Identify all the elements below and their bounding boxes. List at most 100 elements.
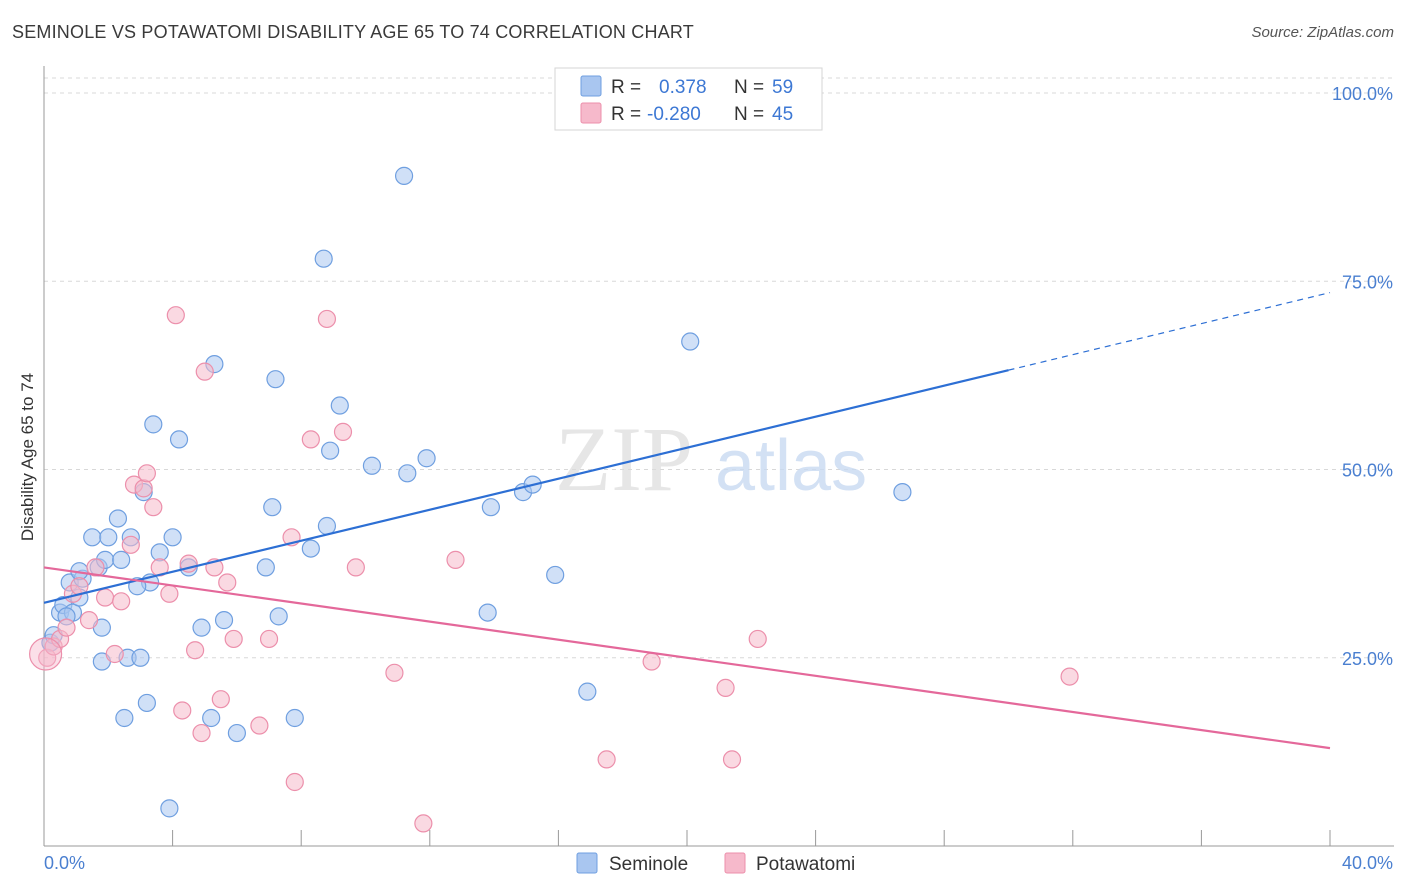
point-seminole-45 — [417, 449, 436, 468]
point-seminole-18 — [131, 648, 150, 667]
point-seminole-12 — [99, 528, 118, 547]
y-tick-label-50: 50.0% — [1342, 461, 1393, 481]
legend-r-value-seminole: 0.378 — [659, 77, 707, 98]
source-credit: Source: ZipAtlas.com — [1251, 24, 1394, 41]
x-tick-label-min: 0.0% — [44, 853, 85, 873]
point-potawatomi-8 — [95, 588, 115, 607]
legend-r-label-potawatomi: R = — [611, 104, 641, 125]
point-potawatomi-39 — [597, 750, 616, 769]
point-potawatomi-42 — [722, 750, 742, 769]
y-axis-title: Disability Age 65 to 74 — [18, 373, 37, 541]
point-seminole-50 — [546, 565, 565, 585]
chart-title: SEMINOLE VS POTAWATOMI DISABILITY AGE 65… — [12, 22, 694, 42]
point-potawatomi-7 — [86, 558, 105, 577]
correlation-legend: R = 0.378 N = 59 R = -0.280 N = 45 — [554, 67, 823, 131]
point-seminole-35 — [269, 607, 288, 626]
series-legend-swatch-potawatomi — [724, 852, 746, 874]
point-seminole-31 — [227, 723, 246, 743]
point-seminole-37 — [301, 539, 320, 558]
watermark-zip: ZIP — [555, 408, 693, 510]
point-seminole-43 — [394, 166, 414, 185]
legend-swatch-potawatomi — [580, 102, 602, 124]
point-potawatomi-17 — [160, 584, 179, 603]
legend-n-value-potawatomi: 45 — [772, 104, 793, 125]
legend-n-value-seminole: 59 — [772, 77, 793, 98]
point-potawatomi-26 — [218, 573, 237, 592]
point-potawatomi-21 — [186, 641, 205, 660]
point-potawatomi-38 — [446, 550, 465, 569]
point-seminole-24 — [163, 528, 182, 547]
point-seminole-39 — [317, 516, 337, 536]
point-potawatomi-33 — [317, 309, 337, 329]
point-potawatomi-31 — [285, 772, 304, 792]
series-legend-label-potawatomi: Potawatomi — [756, 854, 855, 875]
point-potawatomi-11 — [121, 535, 140, 554]
trend-lines — [43, 292, 1331, 750]
point-potawatomi-6 — [79, 611, 99, 630]
point-potawatomi-19 — [173, 701, 192, 720]
point-potawatomi-35 — [346, 558, 365, 577]
point-seminole-8 — [83, 528, 102, 547]
point-potawatomi-27 — [224, 629, 243, 649]
y-tick-label-100: 100.0% — [1332, 84, 1393, 104]
x-tick-label-max: 40.0% — [1342, 853, 1393, 873]
point-potawatomi-9 — [105, 644, 124, 664]
point-potawatomi-13 — [134, 479, 153, 498]
point-potawatomi-40 — [642, 652, 661, 671]
point-seminole-44 — [398, 464, 417, 483]
point-seminole-22 — [144, 415, 163, 434]
point-seminole-51 — [578, 682, 597, 701]
axes — [43, 66, 1394, 847]
point-seminole-46 — [478, 603, 497, 622]
point-potawatomi-29 — [259, 629, 279, 649]
point-potawatomi-32 — [301, 430, 320, 449]
point-seminole-34 — [266, 370, 285, 389]
point-seminole-23 — [150, 543, 169, 562]
point-seminole-30 — [214, 611, 234, 630]
point-seminole-28 — [202, 708, 221, 728]
point-seminole-40 — [321, 441, 340, 460]
point-seminole-32 — [256, 558, 275, 577]
point-potawatomi-34 — [333, 422, 353, 441]
series-legend-label-seminole: Seminole — [609, 854, 688, 875]
point-seminole-14 — [112, 550, 131, 569]
point-seminole-20 — [137, 693, 156, 713]
point-seminole-47 — [481, 498, 500, 517]
series-legend: Seminole Potawatomi — [576, 852, 855, 875]
legend-n-label-potawatomi: N = — [734, 104, 764, 125]
point-potawatomi-14 — [137, 464, 156, 483]
watermark: ZIP atlas — [555, 408, 867, 510]
point-potawatomi-10 — [112, 592, 131, 611]
trend-line-potawatomi — [43, 566, 1331, 750]
point-cluster-origin — [29, 637, 63, 671]
point-potawatomi-37 — [414, 814, 433, 833]
grid-lines — [44, 77, 1394, 659]
point-potawatomi-44 — [1060, 667, 1079, 686]
trend-line-seminole — [43, 369, 1009, 604]
point-seminole-27 — [192, 618, 211, 637]
point-potawatomi-15 — [144, 498, 163, 517]
y-tick-label-25: 25.0% — [1342, 649, 1393, 669]
point-seminole-53 — [893, 483, 912, 502]
point-potawatomi-43 — [748, 629, 767, 649]
point-potawatomi-25 — [211, 690, 230, 709]
series-legend-swatch-seminole — [576, 852, 598, 874]
point-seminole-25 — [169, 430, 189, 449]
y-tick-label-75: 75.0% — [1342, 272, 1393, 292]
point-potawatomi-3 — [57, 618, 76, 637]
point-seminole-13 — [108, 509, 128, 528]
point-potawatomi-22 — [192, 723, 211, 743]
point-seminole-52 — [681, 332, 700, 351]
point-potawatomi-41 — [716, 678, 735, 697]
point-potawatomi-18 — [166, 306, 185, 325]
trend-line-seminole-extension — [1008, 292, 1331, 371]
point-seminole-38 — [314, 249, 333, 268]
point-potawatomi-28 — [250, 716, 269, 735]
legend-r-value-potawatomi: -0.280 — [647, 104, 701, 125]
watermark-atlas: atlas — [715, 426, 867, 506]
data-points — [29, 166, 1079, 833]
point-potawatomi-23 — [195, 362, 214, 381]
point-seminole-41 — [330, 396, 349, 415]
point-seminole-54 — [160, 799, 179, 818]
